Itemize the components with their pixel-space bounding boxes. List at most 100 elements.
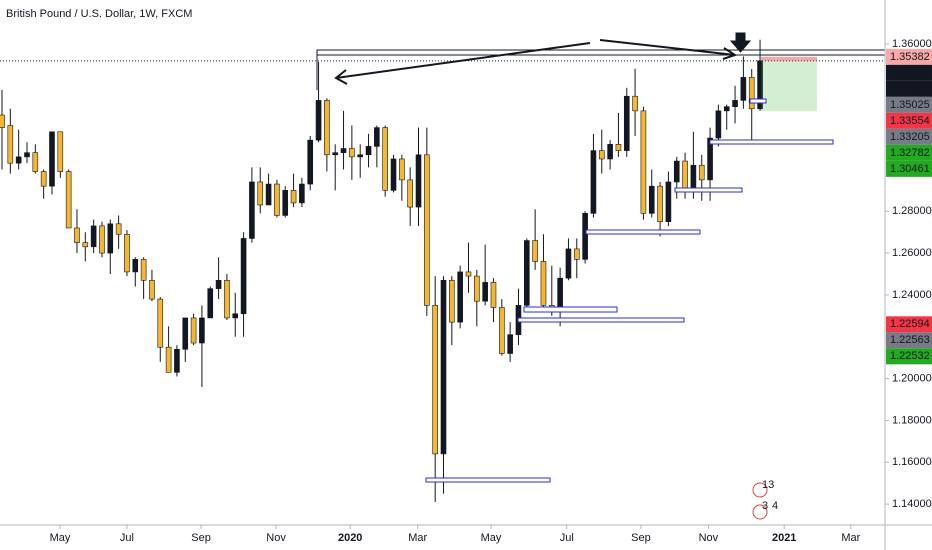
- event-icon: [752, 482, 768, 498]
- x-tick-label: May: [50, 532, 71, 544]
- candle-body: [573, 248, 580, 260]
- price-label-bg: [886, 160, 932, 177]
- x-tick-label: Sep: [631, 532, 651, 544]
- candle-body: [107, 223, 114, 254]
- x-tick-label: Jul: [120, 532, 134, 544]
- candle-body: [49, 131, 55, 187]
- candle-body: [623, 95, 630, 151]
- candle-body: [0, 114, 5, 128]
- candle-body: [15, 156, 22, 164]
- y-tick-label: 1.20000: [892, 372, 932, 384]
- candle-body: [115, 223, 122, 235]
- target-zone: [761, 60, 818, 112]
- candle-body: [524, 240, 530, 306]
- trend-arrow: [335, 42, 591, 79]
- candle-body: [282, 190, 289, 216]
- x-tick-label: Sep: [191, 532, 211, 544]
- price-label: 1.33554: [890, 115, 930, 127]
- candle-body: [24, 152, 30, 158]
- x-tick-label: Mar: [408, 532, 427, 544]
- price-label: 1.35382: [890, 51, 930, 63]
- candle-body: [382, 127, 388, 191]
- candle-body: [698, 164, 705, 181]
- price-label-bg: [886, 112, 932, 129]
- title-bg: [0, 0, 250, 26]
- candle-body: [682, 160, 688, 189]
- chart-title: British Pound / U.S. Dollar, 1W, FXCM: [6, 8, 192, 20]
- lines: [316, 32, 885, 90]
- candle-body: [474, 275, 480, 302]
- candle-body: [740, 77, 747, 101]
- price-label-bg: [886, 128, 932, 145]
- candle-body: [657, 185, 663, 223]
- candle-body: [449, 279, 455, 323]
- candle-body: [690, 164, 697, 189]
- candle-body: [157, 298, 164, 348]
- candle-body: [215, 279, 222, 289]
- candle-body: [82, 242, 89, 248]
- zone: [425, 477, 551, 483]
- candle-body: [290, 190, 297, 204]
- candle-body: [715, 110, 722, 139]
- candle-body: [365, 146, 372, 156]
- events: 13 3 4: [752, 479, 778, 520]
- candle-body: [640, 110, 647, 214]
- candle-body: [249, 181, 255, 239]
- candle-body: [174, 349, 180, 373]
- candle-body: [540, 261, 547, 306]
- zone: [709, 139, 834, 145]
- arrow-head: [722, 47, 738, 60]
- candle-body: [57, 131, 64, 172]
- y-tick-label: 1.26000: [892, 247, 932, 259]
- y-tick-label: 1.28000: [892, 205, 932, 217]
- candle-body: [65, 171, 72, 229]
- price-label-bg: [886, 48, 932, 65]
- candle-body: [482, 282, 488, 302]
- drawings: [425, 98, 834, 483]
- candle-body: [40, 171, 47, 187]
- x-tick-label: 2021: [772, 532, 796, 544]
- candle-body: [440, 279, 447, 455]
- candle-body: [340, 148, 347, 153]
- candle-body: [757, 60, 763, 110]
- event-count: 13: [762, 479, 774, 491]
- price-label: 1.30461: [890, 163, 930, 175]
- candle-body: [90, 225, 97, 248]
- price-label: 1.22532: [890, 350, 930, 362]
- candle-body: [332, 152, 339, 156]
- x-tick-label: Nov: [266, 532, 286, 544]
- candle-body: [632, 95, 638, 112]
- candle-body: [557, 277, 563, 308]
- candle-body: [673, 160, 680, 183]
- price-label: 1.35025: [890, 99, 930, 111]
- candle-body: [307, 139, 314, 185]
- candle-body: [190, 317, 197, 344]
- event-count: 3: [762, 500, 768, 512]
- candle-body: [399, 158, 405, 181]
- candle-body: [224, 279, 230, 319]
- x-tick-label: Mar: [841, 532, 860, 544]
- price-label-bg: [886, 332, 932, 349]
- y-tick-label: 1.18000: [892, 414, 932, 426]
- trend-arrow: [599, 39, 736, 56]
- candle-body: [349, 148, 355, 158]
- candle-body: [648, 185, 655, 214]
- price-label: 1.22563: [890, 334, 930, 346]
- candle-body: [207, 288, 214, 319]
- candle-body: [598, 150, 605, 160]
- down-arrow: [729, 32, 752, 53]
- price-label-bg: [886, 64, 932, 81]
- candle-body: [182, 317, 189, 350]
- candle-body: [507, 334, 513, 354]
- candle-body: [590, 150, 597, 214]
- zone: [674, 187, 743, 193]
- y-tick-label: 1.16000: [892, 456, 932, 468]
- candle-body: [357, 154, 363, 158]
- candle-body: [665, 181, 672, 223]
- y-tick-label: 1.14000: [892, 498, 932, 510]
- x-tick-label: Nov: [699, 532, 719, 544]
- countdown: 2d 11h: [890, 83, 923, 95]
- price-label: 1.35191: [890, 67, 930, 79]
- x-tick-label: Jul: [560, 532, 574, 544]
